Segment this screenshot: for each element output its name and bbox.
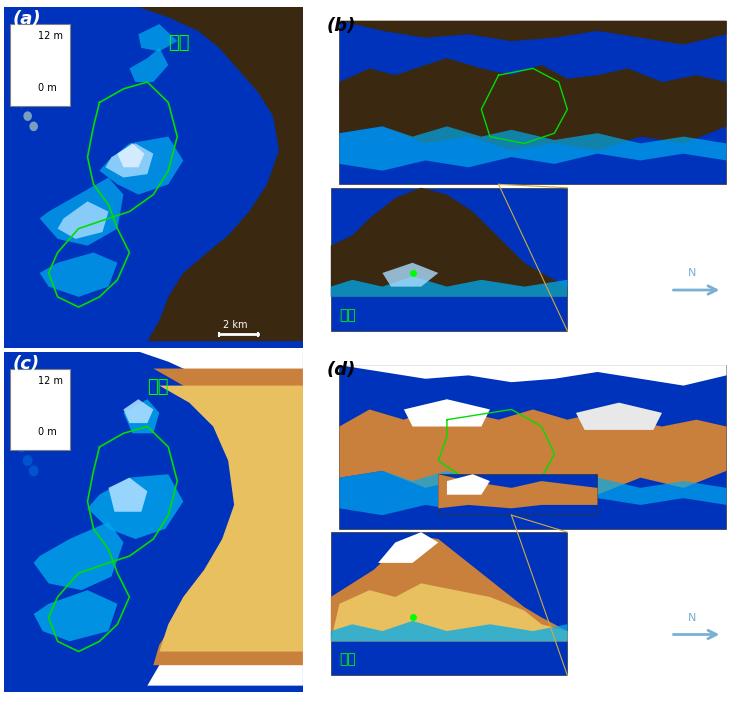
Polygon shape: [129, 48, 168, 82]
Circle shape: [24, 112, 31, 120]
Text: (a): (a): [13, 10, 41, 28]
Circle shape: [17, 442, 26, 452]
Text: 12 m: 12 m: [38, 376, 63, 386]
Text: 원전: 원전: [340, 308, 356, 322]
Polygon shape: [331, 536, 567, 641]
Text: (b): (b): [326, 17, 356, 35]
Text: N: N: [688, 269, 696, 278]
Polygon shape: [138, 352, 303, 685]
Polygon shape: [123, 399, 159, 433]
Polygon shape: [40, 177, 123, 246]
Polygon shape: [340, 20, 726, 44]
Polygon shape: [340, 365, 726, 385]
Text: (d): (d): [326, 361, 356, 380]
Polygon shape: [447, 475, 490, 495]
Text: 0 m: 0 m: [38, 82, 57, 93]
Circle shape: [18, 98, 25, 107]
Text: (c): (c): [13, 354, 40, 373]
Polygon shape: [340, 471, 726, 515]
FancyBboxPatch shape: [10, 24, 70, 106]
Text: 12 m: 12 m: [38, 32, 63, 41]
Polygon shape: [40, 252, 117, 297]
Text: 2 km: 2 km: [224, 320, 248, 330]
Polygon shape: [153, 368, 303, 665]
Text: 0 m: 0 m: [38, 427, 57, 437]
Polygon shape: [340, 127, 726, 171]
Polygon shape: [34, 522, 123, 591]
FancyBboxPatch shape: [340, 365, 726, 529]
Polygon shape: [123, 399, 153, 423]
Polygon shape: [105, 143, 153, 177]
Text: 원전: 원전: [147, 378, 169, 396]
Polygon shape: [340, 58, 726, 150]
Circle shape: [29, 466, 38, 476]
FancyBboxPatch shape: [331, 188, 568, 331]
FancyBboxPatch shape: [10, 368, 70, 451]
Polygon shape: [331, 188, 567, 297]
Text: N: N: [688, 613, 696, 623]
Text: 원전: 원전: [168, 34, 190, 52]
Polygon shape: [4, 7, 303, 348]
Polygon shape: [340, 406, 726, 495]
Polygon shape: [99, 136, 183, 195]
Polygon shape: [4, 352, 303, 692]
Polygon shape: [108, 477, 147, 512]
Polygon shape: [404, 399, 490, 427]
Polygon shape: [438, 475, 598, 508]
FancyBboxPatch shape: [340, 20, 726, 184]
Polygon shape: [58, 201, 108, 239]
Polygon shape: [138, 24, 177, 51]
Polygon shape: [331, 276, 567, 297]
Circle shape: [30, 122, 37, 131]
Polygon shape: [382, 263, 438, 287]
FancyBboxPatch shape: [331, 532, 568, 676]
Polygon shape: [576, 403, 662, 430]
Circle shape: [23, 456, 32, 465]
Polygon shape: [117, 143, 144, 167]
Polygon shape: [378, 532, 438, 563]
Polygon shape: [138, 7, 303, 341]
Polygon shape: [88, 475, 183, 539]
Polygon shape: [159, 385, 303, 652]
Polygon shape: [34, 591, 117, 641]
Polygon shape: [331, 621, 567, 641]
FancyBboxPatch shape: [438, 475, 598, 515]
Polygon shape: [331, 583, 567, 641]
Text: 원전: 원전: [340, 652, 356, 666]
